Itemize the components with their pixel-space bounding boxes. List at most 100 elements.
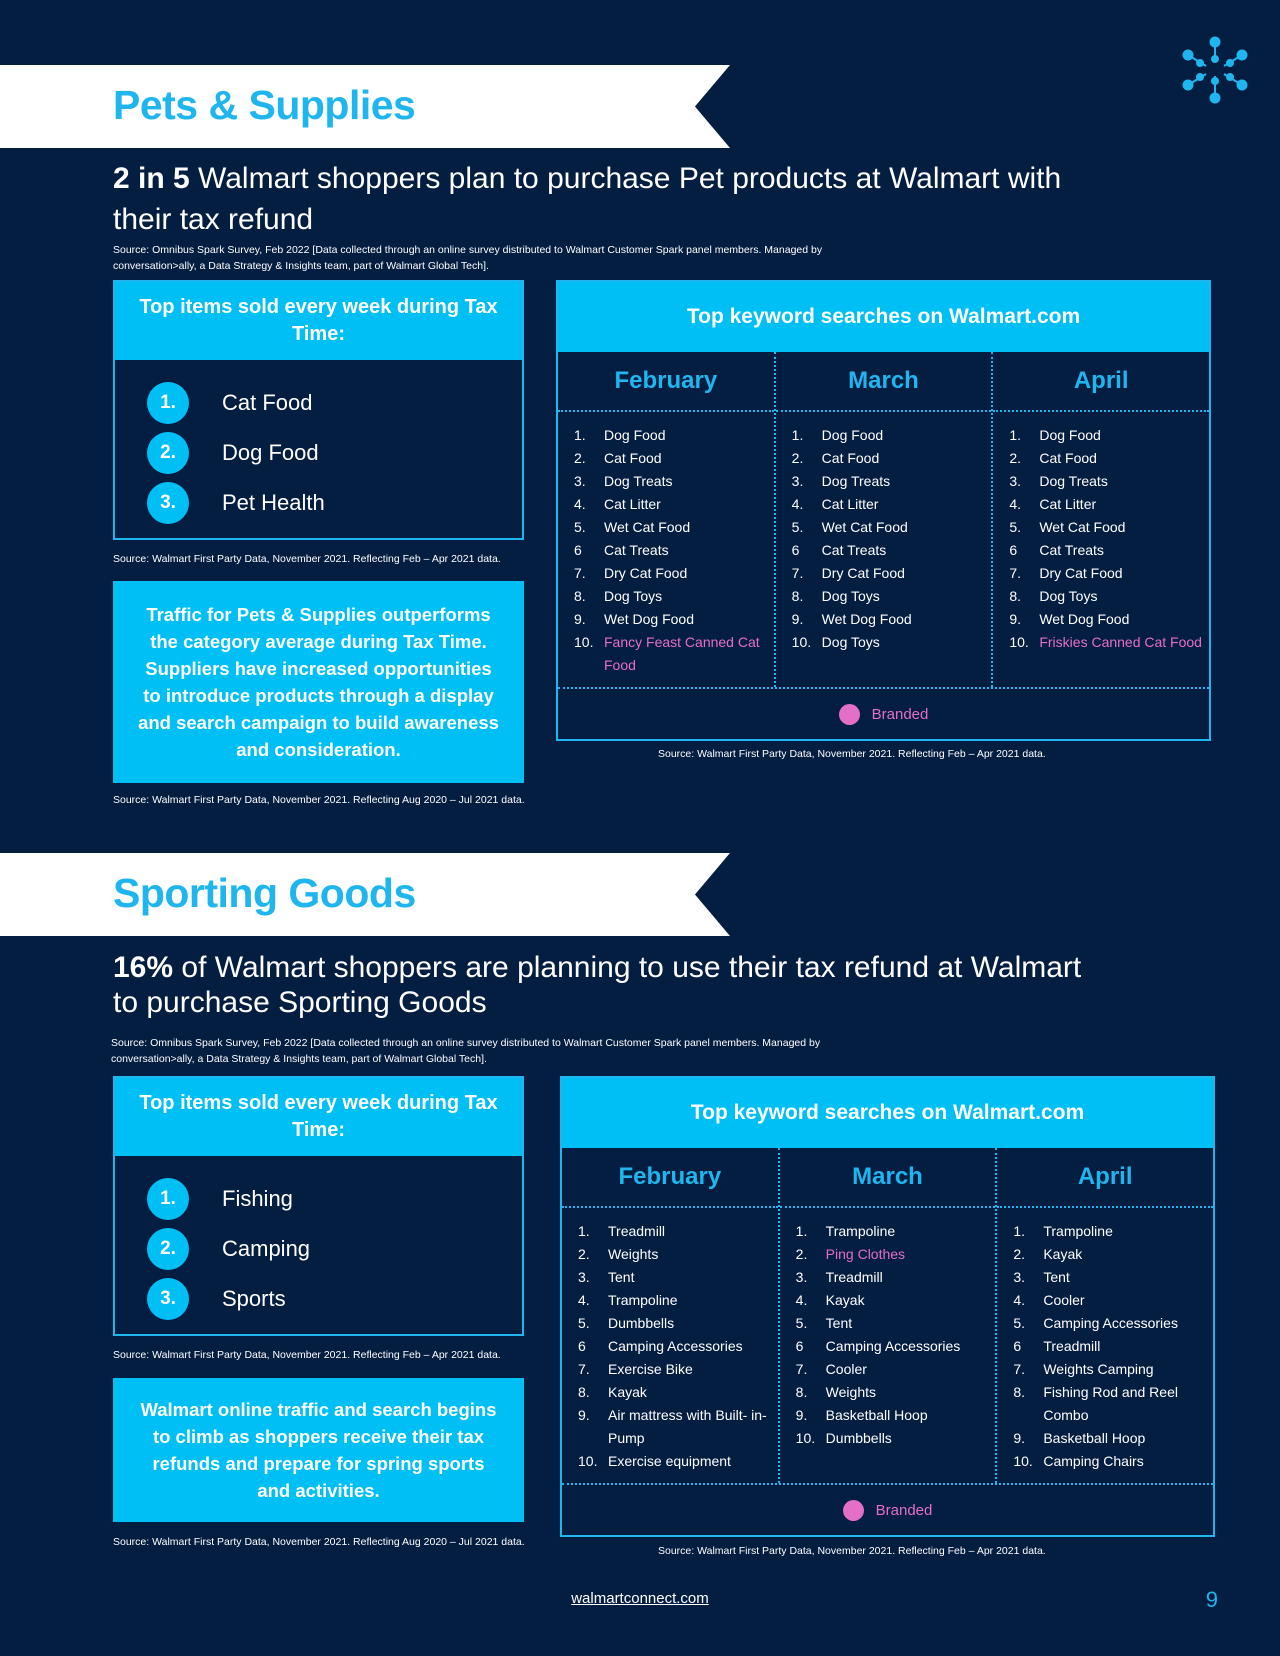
footer-link[interactable]: walmartconnect.com (571, 1590, 709, 1607)
keyword-rank: 7. (578, 1361, 590, 1377)
keyword-text: Treadmill (608, 1223, 666, 1239)
keyword-rank: 3. (795, 1269, 808, 1285)
keyword-column: April 1. Dog Food 2. Cat Food 3. Dog Treats 4.… (991, 352, 1210, 687)
keyword-text: Ping Clothes (825, 1246, 906, 1262)
keyword-columns: February 1. Treadmill 2. Weights 3. Tent 4. Tra… (562, 1148, 1214, 1485)
keyword-item: 1. Treadmill (578, 1220, 774, 1243)
keyword-item: 2. Ping Clothes (796, 1243, 992, 1266)
keyword-rank: 10. (578, 1453, 598, 1469)
keyword-rank: 1. (1013, 1223, 1026, 1239)
survey-source: Source: Omnibus Spark Survey, Feb 2022 [… (113, 244, 823, 272)
keyword-item: 3. Tent (1013, 1266, 1209, 1289)
keyword-rank: 5. (791, 519, 804, 535)
keyword-text: Tent (825, 1315, 853, 1331)
item-label: Dog Food (222, 440, 319, 465)
keyword-list: 1. Dog Food 2. Cat Food 3. Dog Treats 4. Cat Li… (993, 412, 1209, 664)
keyword-rank: 3. (791, 473, 804, 489)
keyword-text: Wet Dog Food (1039, 611, 1130, 627)
keyword-item: 8. Fishing Rod and Reel Combo (1013, 1381, 1209, 1427)
keyword-item: 2. Cat Food (1009, 447, 1205, 470)
keyword-item: 8. Dog Toys (574, 585, 770, 608)
keyword-text: Exercise Bike (608, 1361, 693, 1377)
keyword-item: 6 Camping Accessories (578, 1335, 774, 1358)
keyword-rank: 9. (574, 611, 586, 627)
keyword-text: Basketball Hoop (825, 1407, 928, 1423)
keyword-rank: 6 (578, 1338, 586, 1354)
keyword-column: March 1. Dog Food 2. Cat Food 3. Dog Treats 4.… (773, 352, 992, 687)
keyword-text: Basketball Hoop (1043, 1430, 1146, 1446)
keyword-text: Trampoline (608, 1292, 678, 1308)
keyword-item: 5. Wet Cat Food (574, 516, 770, 539)
keyword-rank: 1. (795, 1223, 808, 1239)
keyword-item: 7. Exercise Bike (578, 1358, 774, 1381)
keyword-columns: February 1. Dog Food 2. Cat Food 3. Dog Treat… (558, 352, 1210, 689)
section-title: Pets & Supplies (113, 82, 416, 128)
keyword-card: Top keyword searches on Walmart.com Febr… (556, 280, 1211, 741)
section-banner (0, 853, 730, 936)
keyword-text: Weights (608, 1246, 659, 1262)
keyword-list: 1. Dog Food 2. Cat Food 3. Dog Treats 4. Cat Li… (558, 412, 774, 687)
keyword-rank: 6 (574, 542, 582, 558)
keyword-rank: 2. (1013, 1246, 1026, 1262)
keyword-item: 4. Kayak (796, 1289, 992, 1312)
keyword-text: Dog Toys (1039, 588, 1098, 604)
keyword-rank: 4. (1009, 496, 1022, 512)
top-item: 3. Sports (147, 1274, 522, 1324)
keyword-text: Camping Chairs (1043, 1453, 1144, 1469)
keyword-item: 3. Tent (578, 1266, 774, 1289)
keyword-rank: 10. (795, 1430, 816, 1446)
branded-dot-icon (842, 1499, 864, 1521)
keyword-card-title: Top keyword searches on Walmart.com (562, 1078, 1213, 1148)
keyword-item: 10. Friskies Canned Cat Food (1009, 631, 1205, 654)
keyword-text: Wet Cat Food (821, 519, 908, 535)
keyword-rank: 9. (1009, 611, 1022, 627)
keyword-text: Wet Cat Food (604, 519, 691, 535)
keyword-rank: 7. (1009, 565, 1022, 581)
keyword-rank: 8. (1009, 588, 1022, 604)
keyword-rank: 8. (795, 1384, 808, 1400)
keyword-item: 6 Camping Accessories (796, 1335, 992, 1358)
keyword-column: April 1. Trampoline 2. Kayak 3. Tent 4. Cooler 5… (995, 1148, 1214, 1483)
top-item: 1. Cat Food (147, 378, 522, 428)
keyword-item: 8. Dog Toys (792, 585, 988, 608)
info-source: Source: Walmart First Party Data, Novemb… (113, 1536, 525, 1548)
keyword-text: Trampoline (1043, 1223, 1113, 1239)
keyword-text: Kayak (1043, 1246, 1083, 1262)
keyword-text: Dry Cat Food (604, 565, 688, 581)
keyword-item: 1. Dog Food (792, 424, 988, 447)
keyword-item: 1. Trampoline (796, 1220, 992, 1243)
keyword-item: 10. Exercise equipment (578, 1450, 774, 1473)
keyword-rank: 8. (574, 588, 586, 604)
keyword-text: Dog Food (604, 427, 666, 443)
top-items-title: Top items sold every week during Tax Tim… (115, 1078, 522, 1156)
keyword-item: 10. Dog Toys (792, 631, 988, 654)
keyword-item: 3. Dog Treats (574, 470, 770, 493)
keyword-item: 6 Cat Treats (1009, 539, 1205, 562)
section-title: Sporting Goods (113, 870, 416, 916)
keyword-item: 4. Cat Litter (574, 493, 770, 516)
keyword-item: 3. Dog Treats (1009, 470, 1205, 493)
keyword-text: Dumbbells (608, 1315, 675, 1331)
keyword-item: 4. Cat Litter (792, 493, 988, 516)
keyword-rank: 2. (795, 1246, 808, 1262)
keyword-item: 10. Camping Chairs (1013, 1450, 1209, 1473)
top-item: 2. Dog Food (147, 428, 522, 478)
keyword-rank: 2. (574, 450, 586, 466)
keyword-text: Air mattress with Built- in-Pump (608, 1407, 767, 1446)
keyword-rank: 2. (578, 1246, 590, 1262)
headline-text: Walmart shoppers plan to purchase Pet pr… (113, 162, 1062, 236)
footer: walmartconnect.com (0, 1590, 1280, 1607)
keyword-rank: 5. (578, 1315, 590, 1331)
keyword-item: 5. Wet Cat Food (1009, 516, 1205, 539)
item-number-badge: 3. (147, 482, 189, 524)
keyword-rank: 3. (578, 1269, 590, 1285)
keyword-rank: 6 (1013, 1338, 1022, 1354)
keyword-item: 10. Dumbbells (796, 1427, 992, 1450)
keyword-source: Source: Walmart First Party Data, Novemb… (658, 748, 1046, 760)
survey-source: Source: Omnibus Spark Survey, Feb 2022 [… (111, 1037, 821, 1065)
keyword-text: Tent (608, 1269, 635, 1285)
keyword-list: 1. Trampoline 2. Ping Clothes 3. Treadmill 4. K… (780, 1208, 996, 1460)
keyword-rank: 10. (1009, 634, 1029, 650)
keyword-item: 7. Dry Cat Food (792, 562, 988, 585)
keyword-rank: 2. (1009, 450, 1022, 466)
